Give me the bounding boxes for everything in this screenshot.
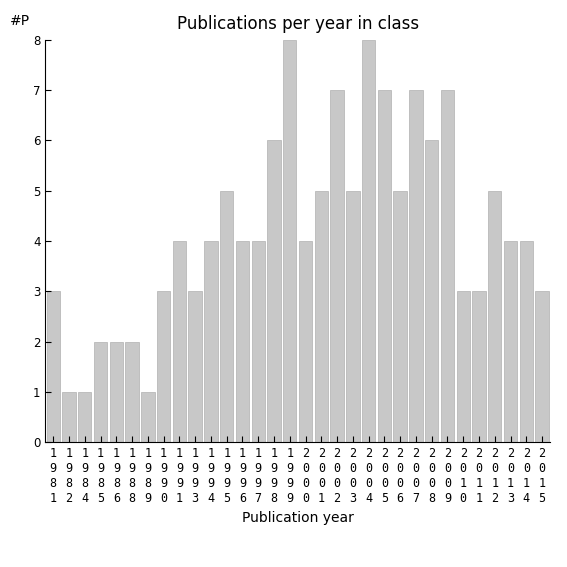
Bar: [519, 241, 533, 442]
Bar: [141, 392, 155, 442]
Bar: [393, 191, 407, 442]
Bar: [456, 291, 470, 442]
Bar: [157, 291, 170, 442]
Y-axis label: #P: #P: [10, 14, 30, 28]
Bar: [409, 90, 422, 442]
Bar: [267, 141, 281, 442]
Bar: [504, 241, 517, 442]
Bar: [425, 141, 438, 442]
Bar: [299, 241, 312, 442]
Bar: [94, 341, 107, 442]
Bar: [173, 241, 186, 442]
Bar: [488, 191, 501, 442]
Bar: [220, 191, 234, 442]
Bar: [236, 241, 249, 442]
Bar: [188, 291, 202, 442]
Bar: [109, 341, 123, 442]
Bar: [62, 392, 76, 442]
Bar: [315, 191, 328, 442]
Bar: [46, 291, 60, 442]
Bar: [125, 341, 139, 442]
Bar: [441, 90, 454, 442]
Bar: [78, 392, 91, 442]
Bar: [346, 191, 359, 442]
Bar: [204, 241, 218, 442]
Bar: [331, 90, 344, 442]
Bar: [362, 40, 375, 442]
Bar: [535, 291, 549, 442]
Bar: [283, 40, 297, 442]
X-axis label: Publication year: Publication year: [242, 511, 354, 524]
Title: Publications per year in class: Publications per year in class: [176, 15, 419, 32]
Bar: [252, 241, 265, 442]
Bar: [472, 291, 486, 442]
Bar: [378, 90, 391, 442]
